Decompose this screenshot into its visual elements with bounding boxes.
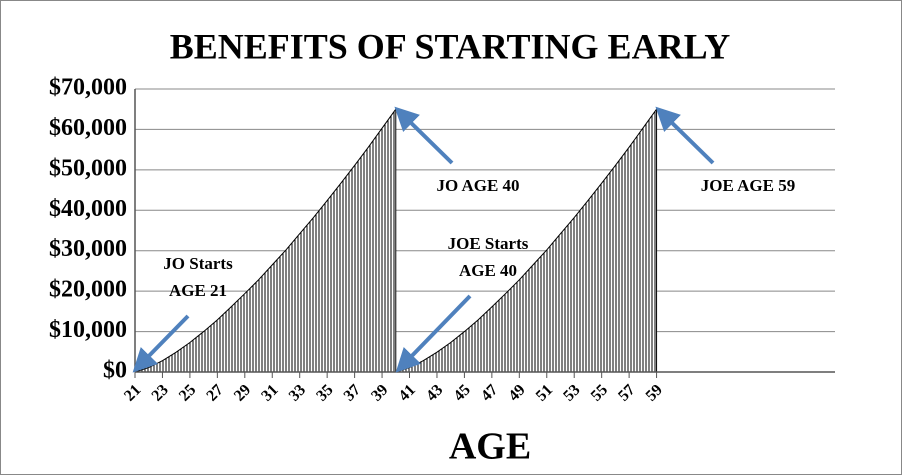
plot: [134, 107, 658, 373]
y-tick-label: $70,000: [49, 75, 127, 101]
annotation: AGE 21: [169, 281, 227, 300]
arrow: [132, 314, 190, 373]
y-tick-label: $50,000: [49, 155, 127, 181]
arrow: [394, 106, 454, 165]
chart-title: BENEFITS OF STARTING EARLY: [170, 26, 731, 66]
annotation: JO AGE 40: [436, 176, 519, 195]
area: [134, 107, 397, 373]
area: [395, 107, 658, 373]
annotation: JO Starts: [163, 254, 233, 273]
y-tick-label: $60,000: [49, 115, 127, 141]
annotations: JO Starts AGE 21 JO AGE 40 JOE Starts AGE 40…: [163, 176, 795, 300]
y-tick-label: $0: [103, 358, 127, 384]
arrow: [655, 106, 715, 165]
annotation: AGE 40: [459, 261, 517, 280]
y-tick-label: $10,000: [49, 317, 127, 343]
y-tick-label: $20,000: [49, 277, 127, 303]
arrows: [132, 106, 715, 373]
y-tick-label: $40,000: [49, 196, 127, 222]
x-axis-label: AGE: [449, 426, 531, 468]
annotation: JOE Starts: [448, 234, 529, 253]
y-tick-label: $30,000: [49, 236, 127, 262]
arrow: [395, 294, 472, 373]
annotation: JOE AGE 59: [701, 176, 795, 195]
